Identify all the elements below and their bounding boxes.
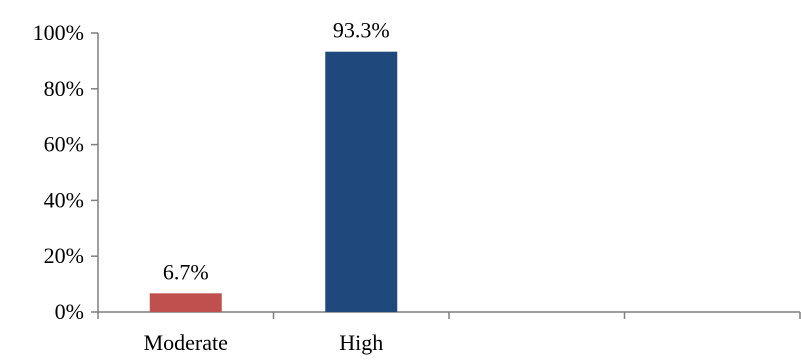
axes-group: 0% 20% 40% 60% 80% 100% <box>33 20 801 324</box>
y-tick-label: 60% <box>44 132 84 157</box>
y-tick-label: 100% <box>33 20 84 45</box>
y-tick-label: 40% <box>44 187 84 212</box>
y-tick-label: 0% <box>55 299 84 324</box>
bar-high <box>325 51 398 313</box>
data-label: 6.7% <box>163 259 209 284</box>
x-category-label: Moderate <box>144 330 228 355</box>
y-tick-label: 20% <box>44 243 84 268</box>
x-category-label: High <box>339 330 383 355</box>
labels-group: 6.7% Moderate 93.3% High <box>144 18 390 355</box>
y-tick-label: 80% <box>44 76 84 101</box>
data-label: 93.3% <box>333 18 390 43</box>
bars-group <box>149 51 398 313</box>
bar-moderate <box>149 293 222 312</box>
